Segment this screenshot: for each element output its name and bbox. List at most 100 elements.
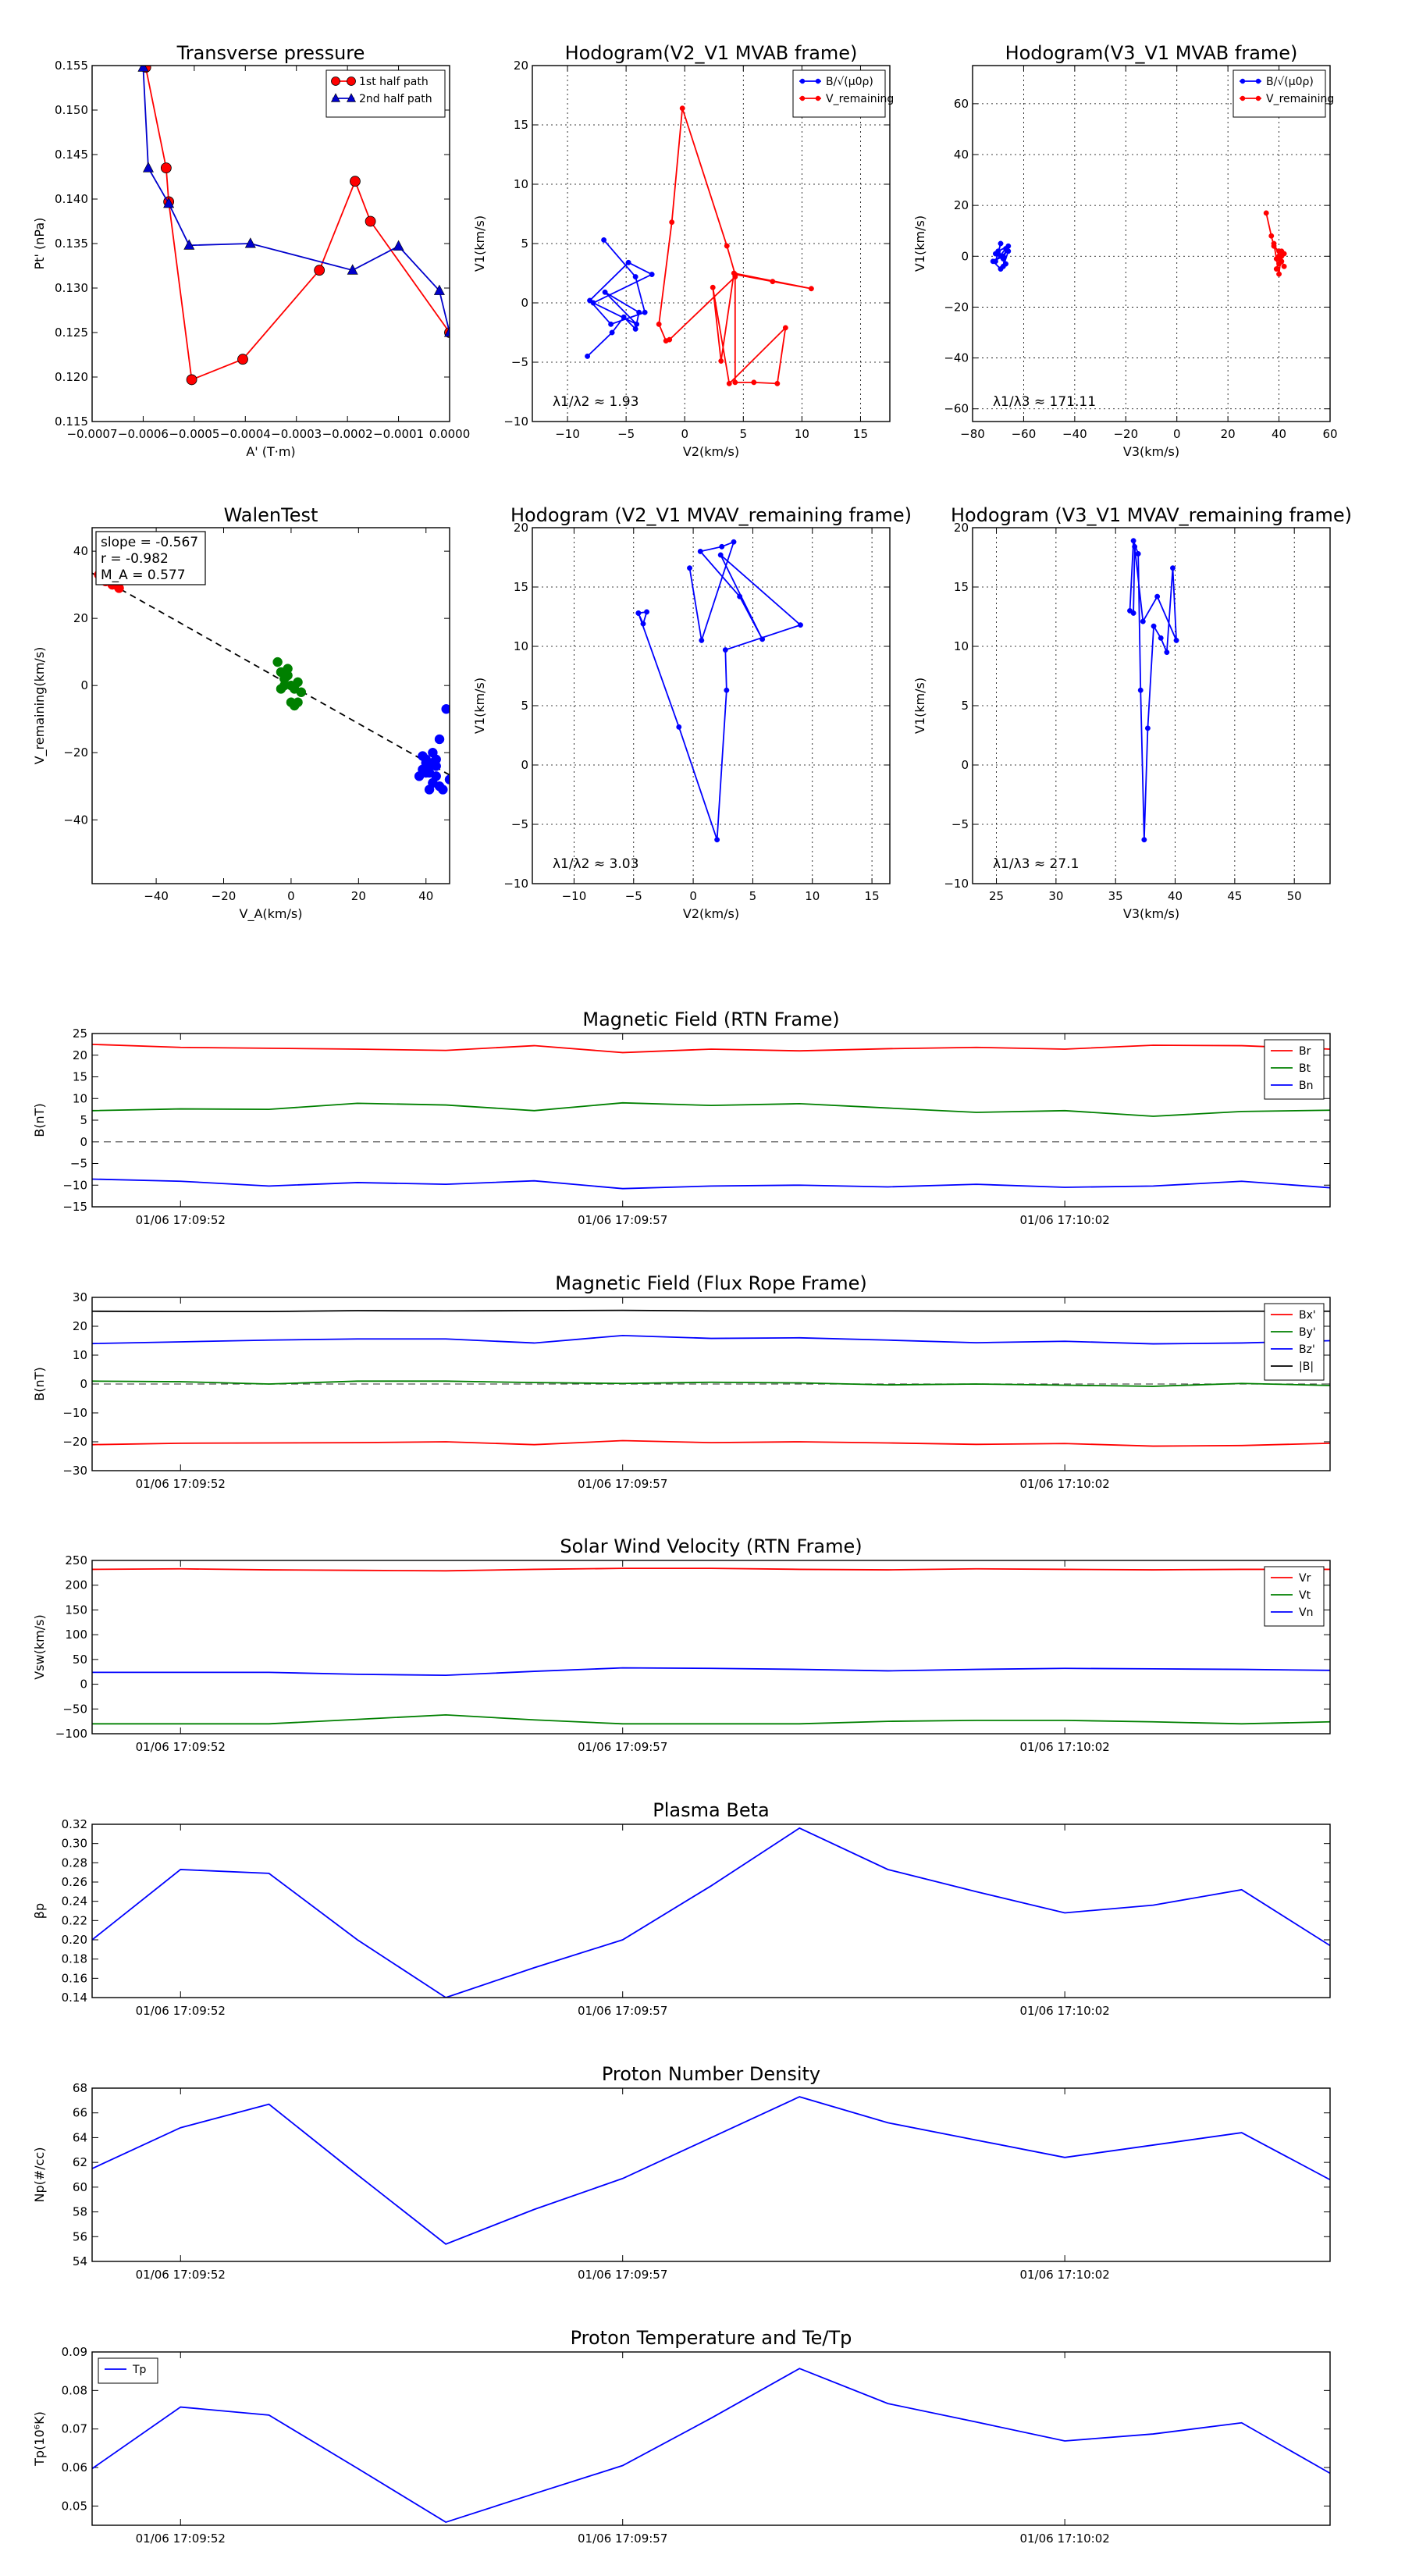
y-tick-label: −30 [62, 1464, 87, 1478]
data-point [1240, 78, 1246, 84]
y-tick-label: 0 [80, 1135, 87, 1149]
axes-frame [532, 65, 891, 422]
data-point [998, 266, 1004, 272]
data-point [998, 240, 1004, 247]
data-point [649, 272, 655, 277]
x-tick-label: 01/06 17:09:52 [136, 2268, 226, 2282]
data-point [990, 258, 996, 265]
data-point [724, 243, 730, 249]
data-point [283, 671, 293, 681]
y-tick-label: 0.28 [62, 1856, 87, 1870]
x-tick-label: −80 [960, 427, 985, 441]
data-point [1268, 233, 1275, 239]
legend-label: Vr [1299, 1572, 1311, 1585]
y-tick-label: 0.09 [62, 2345, 87, 2359]
plot-area [92, 528, 450, 884]
y-axis-label: Np(#/cc) [32, 2147, 47, 2203]
x-tick-label: 01/06 17:10:02 [1019, 2268, 1109, 2282]
x-tick-label: 0.0000 [429, 427, 471, 441]
y-tick-label: 0.18 [62, 1952, 87, 1966]
annotation-text: λ1/λ2 ≈ 3.03 [553, 856, 638, 872]
y-tick-label: −5 [70, 1157, 87, 1171]
y-tick-label: −5 [511, 817, 528, 831]
axes-frame [972, 65, 1331, 422]
legend-label: By' [1299, 1326, 1316, 1339]
y-tick-label: 15 [954, 580, 969, 594]
data-layer [137, 66, 450, 386]
data-point [350, 176, 361, 187]
data-point [160, 162, 172, 174]
chart-title: Hodogram (V2_V1 MVAV_remaining frame) [510, 504, 912, 526]
x-tick-label: 25 [989, 889, 1004, 903]
data-point [1279, 248, 1285, 254]
chart-title: WalenTest [224, 504, 318, 526]
y-tick-label: 50 [73, 1653, 87, 1667]
y-axis-label: βp [32, 1903, 47, 1919]
data-point [719, 543, 725, 550]
y-tick-label: 0.30 [62, 1837, 87, 1851]
data-point [731, 539, 737, 545]
data-point [431, 754, 441, 765]
x-tick-label: 15 [853, 427, 868, 441]
legend-label: |B| [1299, 1361, 1314, 1373]
y-tick-label: 0.16 [62, 1971, 87, 1985]
y-axis-label: Pt' (nPa) [32, 218, 47, 270]
data-point [726, 380, 732, 386]
y-axis-label: B(nT) [32, 1103, 47, 1137]
data-point [808, 286, 814, 292]
data-point [634, 321, 640, 327]
data-layer [92, 1043, 1330, 1190]
y-tick-label: −10 [503, 877, 528, 891]
series-line-Np [92, 2096, 1330, 2245]
data-point [1130, 610, 1136, 616]
data-point [656, 321, 662, 327]
chart-solar_wind_velocity: −100 −50 0 50 100 150 200 250 01/06 17:09:52 01/0… [32, 1535, 1331, 1754]
chart-title: Solar Wind Velocity (RTN Frame) [560, 1535, 862, 1557]
data-point [434, 734, 445, 745]
data-point [699, 637, 705, 643]
data-layer [92, 1309, 1330, 1447]
legend-label: Tp [132, 2364, 147, 2376]
data-point [1240, 95, 1246, 101]
x-tick-label: 01/06 17:10:02 [1019, 2532, 1109, 2546]
data-point [608, 321, 614, 327]
axes-frame [91, 1823, 1331, 1998]
legend-label: B/√(μ0ρ) [826, 76, 873, 88]
x-tick-label: 01/06 17:09:57 [578, 1740, 667, 1754]
y-tick-label: 20 [514, 521, 528, 535]
data-point [142, 162, 154, 173]
x-tick-label: −5 [625, 889, 642, 903]
data-point [1255, 95, 1261, 101]
y-tick-label: 62 [73, 2155, 87, 2169]
series-line-V_remaining [658, 108, 812, 386]
legend-box [1264, 1566, 1325, 1627]
data-point [331, 76, 340, 86]
chart-hodogram_v2v1_mvab: −10 −5 0 5 10 15 −10 −5 0 5 10 15 20 Hodogram(V2_V1 M… [472, 42, 894, 459]
y-tick-label: 5 [961, 699, 969, 713]
chart-transverse_pressure: −0.0007 −0.0006 −0.0005 −0.0004 −0.0003 −0.00… [32, 42, 470, 459]
chart-proton_temperature: 0.05 0.06 0.07 0.08 0.09 01/06 17:09:52 01/06 … [32, 2327, 1331, 2546]
data-point [1135, 550, 1141, 557]
axes-frame [91, 2351, 1331, 2526]
axes-frame [91, 65, 450, 422]
y-tick-label: 0.08 [62, 2383, 87, 2397]
series-line-Vt [92, 1713, 1330, 1725]
annotation-text: λ1/λ3 ≈ 27.1 [993, 856, 1079, 872]
y-tick-label: 0.155 [55, 59, 88, 73]
y-tick-label: 0.115 [55, 415, 88, 429]
data-point [815, 78, 821, 84]
y-tick-label: −60 [944, 402, 969, 416]
y-tick-label: 10 [73, 1091, 87, 1105]
chart-proton_number_density: 54 56 58 60 62 64 66 68 01/06 17:09:52 01/06 17:0… [32, 2063, 1331, 2282]
data-point [718, 358, 724, 364]
axes-frame [972, 527, 1331, 884]
y-tick-label: −40 [63, 813, 88, 827]
y-tick-label: 0 [521, 296, 528, 310]
data-point [1271, 240, 1277, 247]
data-layer [92, 2368, 1330, 2524]
x-tick-label: 20 [351, 889, 366, 903]
plot-area [92, 1034, 1330, 1207]
fit-line [92, 572, 450, 776]
data-point [602, 289, 608, 295]
y-tick-label: 0.22 [62, 1913, 87, 1927]
